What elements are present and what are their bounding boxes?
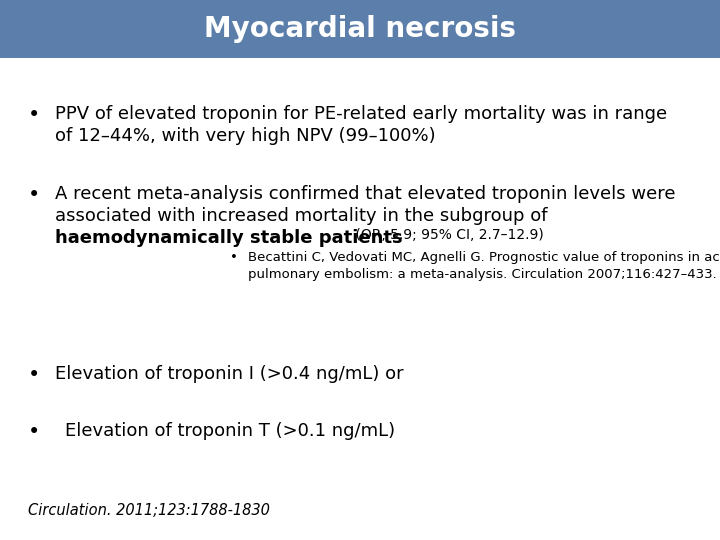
Text: •: • — [28, 422, 40, 442]
Text: •: • — [28, 105, 40, 125]
Text: haemodynamically stable patients: haemodynamically stable patients — [55, 229, 402, 247]
Text: Becattini C, Vedovati MC, Agnelli G. Prognostic value of troponins in acute: Becattini C, Vedovati MC, Agnelli G. Pro… — [248, 251, 720, 264]
Text: •: • — [28, 185, 40, 205]
Text: A recent meta-analysis confirmed that elevated troponin levels were: A recent meta-analysis confirmed that el… — [55, 185, 675, 203]
Text: •: • — [230, 251, 238, 264]
Text: (OR, 5.9; 95% CI, 2.7–12.9): (OR, 5.9; 95% CI, 2.7–12.9) — [351, 228, 544, 242]
Text: •: • — [28, 365, 40, 385]
Text: PPV of elevated troponin for PE-related early mortality was in range: PPV of elevated troponin for PE-related … — [55, 105, 667, 123]
Text: of 12–44%, with very high NPV (99–100%): of 12–44%, with very high NPV (99–100%) — [55, 127, 436, 145]
Bar — [0, 0, 720, 58]
Text: Myocardial necrosis: Myocardial necrosis — [204, 15, 516, 43]
Text: Elevation of troponin I (>0.4 ng/mL) or: Elevation of troponin I (>0.4 ng/mL) or — [55, 365, 404, 383]
Text: associated with increased mortality in the subgroup of: associated with increased mortality in t… — [55, 207, 547, 225]
Text: pulmonary embolism: a meta-analysis. Circulation 2007;116:427–433.: pulmonary embolism: a meta-analysis. Cir… — [248, 268, 716, 281]
Text: Circulation. 2011;123:1788-1830: Circulation. 2011;123:1788-1830 — [28, 503, 270, 518]
Text: Elevation of troponin T (>0.1 ng/mL): Elevation of troponin T (>0.1 ng/mL) — [65, 422, 395, 440]
